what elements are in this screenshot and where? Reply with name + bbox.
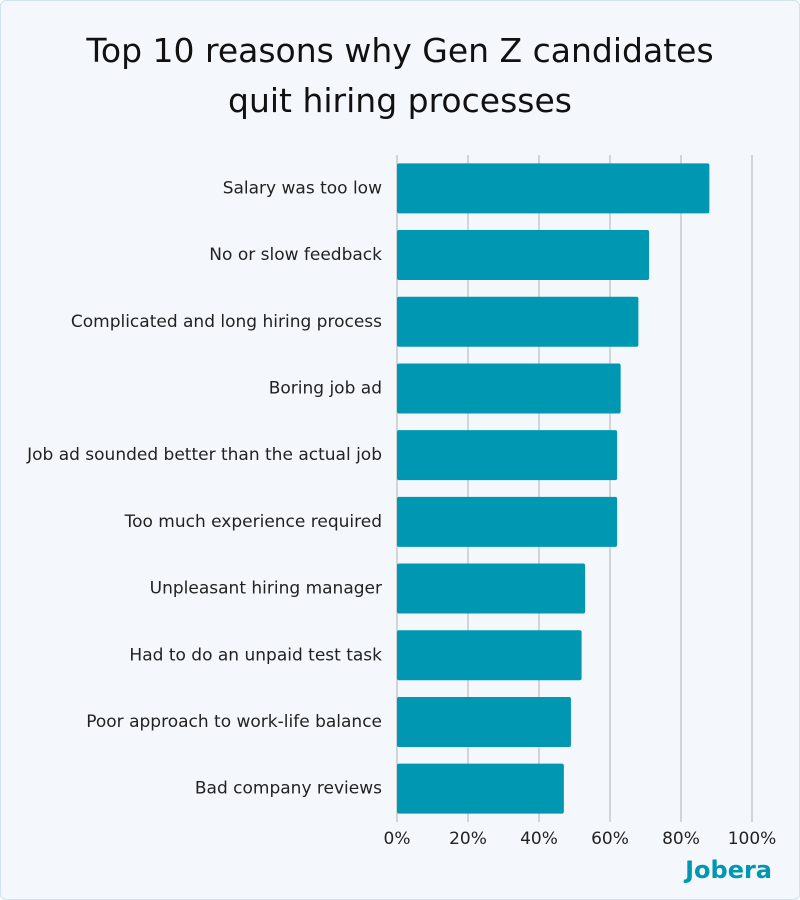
y-tick-label: No or slow feedback [209,245,382,265]
bar [397,763,564,814]
x-tick-label: 80% [662,829,700,849]
x-tick-label: 60% [591,829,629,849]
bar [397,696,571,747]
y-tick-label: Complicated and long hiring process [71,312,382,332]
bar [397,230,650,281]
y-tick-label: Bad company reviews [195,779,382,799]
bar [397,163,710,214]
bar [397,630,582,681]
bar [397,430,618,481]
bar [397,363,621,414]
y-tick-label: Salary was too low [223,178,382,198]
y-tick-label: Unpleasant hiring manager [150,579,382,599]
y-tick-label: Boring job ad [269,378,382,398]
bar [397,496,618,547]
y-tick-label: Poor approach to work-life balance [86,712,382,732]
bar [397,563,586,614]
x-tick-label: 40% [520,829,558,849]
y-tick-label: Too much experience required [124,512,382,532]
bar [397,296,639,347]
x-tick-label: 100% [728,829,777,849]
y-tick-label: Job ad sounded better than the actual jo… [26,445,382,465]
x-tick-label: 0% [384,829,411,849]
chart-title: Top 10 reasons why Gen Z candidates quit… [86,31,714,120]
x-tick-label: 20% [449,829,487,849]
brand-logo: Jobera [685,856,772,884]
y-tick-label: Had to do an unpaid test task [129,645,382,665]
